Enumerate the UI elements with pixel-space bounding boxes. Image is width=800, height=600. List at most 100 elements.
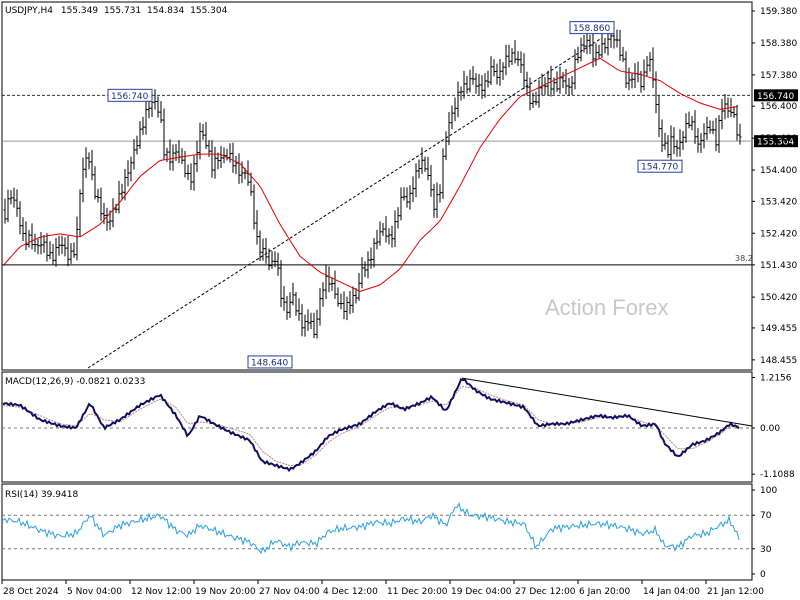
ohlc-bar — [675, 139, 679, 157]
ohlc-bar — [486, 70, 490, 88]
macd-axis: 1.2156 0.00 -1.1088 — [752, 374, 795, 480]
macd-tick-label: -1.1088 — [760, 470, 795, 480]
support-trendline — [87, 38, 601, 369]
ohlc-bar — [597, 44, 601, 60]
low-value: 154.834 — [147, 6, 184, 16]
ohlc-bar — [528, 77, 532, 111]
ohlc-bar — [378, 221, 382, 246]
ohlc-bar — [702, 123, 706, 149]
ohlc-bar — [54, 237, 58, 267]
ohlc-bar — [30, 223, 34, 250]
ohlc-bar — [264, 237, 268, 264]
ohlc-bar — [489, 56, 493, 85]
ohlc-bar — [462, 70, 466, 99]
ohlc-bar — [396, 207, 400, 229]
level-label: 155.304 — [757, 138, 794, 148]
ohlc-bar — [513, 40, 517, 64]
ohlc-bar — [525, 71, 529, 96]
ohlc-bar — [498, 58, 502, 86]
ohlc-bar — [192, 155, 196, 191]
ohlc-bar — [699, 133, 703, 153]
ohlc-bar — [267, 248, 271, 271]
time-axis: 28 Oct 2024 5 Nov 04:00 12 Nov 12:00 19 Nov… — [1, 580, 764, 597]
ohlc-bar — [297, 298, 301, 321]
time-tick-label: 11 Dec 20:00 — [387, 587, 448, 597]
ohlc-bar — [234, 155, 238, 175]
ohlc-bar — [285, 295, 289, 320]
ohlc-bar — [732, 105, 736, 118]
macd-signal-line — [2, 386, 739, 466]
ohlc-bar — [114, 203, 118, 214]
macd-tick-label: 0.00 — [760, 424, 780, 434]
ohlc-bar — [105, 207, 109, 231]
ohlc-bar — [345, 296, 349, 321]
macd-panel-frame — [1, 371, 753, 483]
ohlc-bar — [168, 139, 172, 171]
ohlc-bar — [18, 201, 22, 235]
ohlc-bar — [408, 185, 412, 210]
ohlc-bar — [570, 75, 574, 96]
ohlc-bar — [195, 140, 199, 173]
macd-tick-label: 1.2156 — [760, 374, 792, 384]
ohlc-bar — [426, 157, 430, 181]
ohlc-bar — [279, 260, 283, 308]
ohlc-bar — [288, 292, 292, 318]
ohlc-bar — [495, 63, 499, 85]
svg-text:148.640: 148.640 — [251, 358, 288, 368]
ma-line — [2, 57, 739, 292]
ohlc-bar — [57, 235, 61, 256]
ohlc-bar — [417, 159, 421, 179]
ohlc-bar — [255, 210, 259, 245]
price-annotations: 158.860 156:740 154.770 148.640 — [107, 21, 683, 369]
ohlc-bar — [291, 282, 295, 306]
ohlc-bar — [144, 99, 148, 135]
ohlc-bar — [33, 233, 37, 252]
ohlc-bar — [42, 234, 46, 253]
time-tick-label: 27 Nov 04:00 — [259, 587, 320, 597]
ohlc-bar — [450, 105, 454, 130]
ohlc-bar — [363, 261, 367, 278]
ohlc-bar — [696, 128, 700, 153]
ohlc-bar — [645, 56, 649, 77]
ohlc-bar — [132, 139, 136, 170]
ohlc-bar — [435, 182, 439, 219]
moving-average — [2, 57, 739, 292]
ohlc-bar — [135, 135, 139, 155]
ohlc-bar — [717, 115, 721, 153]
ohlc-bar — [576, 46, 580, 64]
ohlc-bar — [333, 270, 337, 299]
ohlc-bar — [693, 110, 697, 144]
ohlc-bar — [441, 148, 445, 199]
ohlc-bar — [231, 142, 235, 173]
ohlc-bar — [171, 144, 175, 171]
price-tick-label: 154.400 — [760, 166, 797, 176]
time-tick-label: 5 Nov 04:00 — [67, 587, 122, 597]
ohlc-bar — [294, 291, 298, 316]
price-annotation: 158.860 — [569, 21, 615, 35]
ohlc-bar — [678, 129, 682, 157]
ohlc-bar — [261, 238, 265, 261]
price-annotation: 156:740 — [107, 88, 153, 102]
macd-trendline — [461, 377, 753, 427]
ohlc-bar — [186, 164, 190, 180]
ohlc-bar — [24, 221, 28, 251]
ohlc-bar — [87, 152, 91, 170]
ohlc-bar — [84, 147, 88, 178]
macd-title: MACD(12,26,9) -0.0821 0.0233 — [5, 377, 145, 387]
ohlc-bar — [21, 217, 25, 241]
ohlc-bar — [447, 112, 451, 146]
price-annotation: 148.640 — [247, 355, 293, 369]
time-tick-label: 4 Dec 12:00 — [323, 587, 378, 597]
macd-line — [2, 378, 740, 473]
ohlc-bar — [204, 122, 208, 149]
price-tick-label: 158.380 — [760, 39, 797, 49]
ohlc-bar — [273, 251, 277, 268]
ohlc-bar — [603, 37, 607, 54]
ohlc-bar — [72, 242, 76, 258]
ohlc-bar — [309, 312, 313, 330]
price-tick-label: 148.455 — [760, 356, 797, 366]
ohlc-bar — [147, 100, 151, 119]
ohlc-bar — [594, 43, 598, 66]
watermark: Action Forex — [545, 295, 669, 320]
time-tick-label: 27 Dec 12:00 — [515, 587, 576, 597]
